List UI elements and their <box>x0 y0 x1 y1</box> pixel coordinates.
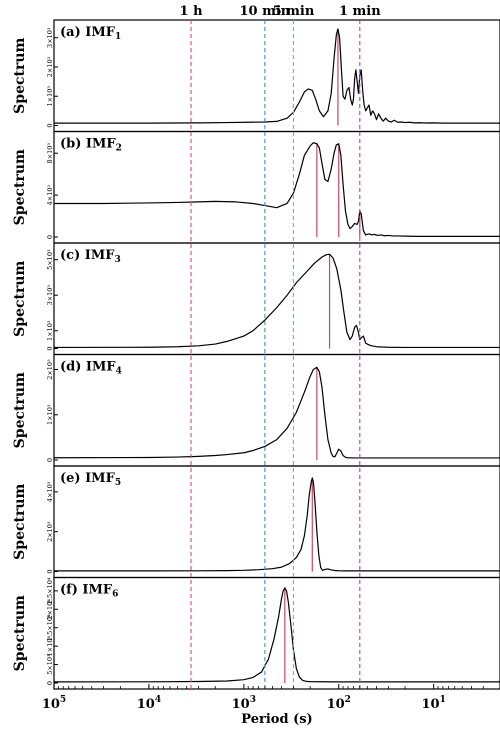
y-tick-label: 2×10³ <box>46 521 54 542</box>
y-axis-label: Spectrum <box>12 149 28 225</box>
panel-title: (f) IMF6 <box>60 583 118 600</box>
panel-frame <box>53 242 500 356</box>
x-tick-label: 101 <box>421 695 445 712</box>
reference-line-label: 10 min <box>240 4 291 19</box>
y-tick-label: 0 <box>46 346 54 350</box>
y-axis-label: Spectrum <box>12 260 28 336</box>
panel-4: (d) IMF4 Spectrum 1×10³ 2×10³ 0 <box>12 353 500 467</box>
reference-line-label: 1 h <box>180 4 204 19</box>
x-axis-label: Period (s) <box>241 712 312 727</box>
panel-5: (e) IMF5 Spectrum 2×10³ 4×10³ 0 <box>12 465 500 579</box>
reference-line-label: 5 min <box>273 4 315 19</box>
panel-frame <box>53 576 500 690</box>
y-tick-label: 0 <box>46 123 54 127</box>
panel-title: (c) IMF3 <box>60 248 121 265</box>
panel-6: (f) IMF6 Spectrum 5×10³1×10⁴1.5×10⁴2×10⁴2.… <box>12 576 500 690</box>
y-tick-label: 0 <box>46 235 54 239</box>
spectrum-line <box>53 253 500 349</box>
y-tick-label: 2×10⁴ <box>46 599 54 620</box>
x-tick-label: 102 <box>327 695 351 712</box>
panel-title: (d) IMF4 <box>60 360 122 377</box>
spectrum-line <box>54 142 500 237</box>
spectrum-line <box>53 587 500 683</box>
y-tick-label: 8×10³ <box>46 143 54 164</box>
y-tick-label: 4×10³ <box>46 184 54 205</box>
y-axis-label: Spectrum <box>12 372 28 448</box>
panel-title: (b) IMF2 <box>60 137 122 154</box>
x-tick-label: 105 <box>42 695 66 712</box>
y-tick-label: 4×10³ <box>46 481 54 502</box>
x-axis: 105 104 103 102 101 <box>42 684 500 712</box>
spectrum-line <box>53 28 500 124</box>
y-tick-label: 5×10³ <box>46 249 54 270</box>
panel-3: (c) IMF3 Spectrum 1×10³ 3×10³ 5×10³ 0 <box>12 242 500 356</box>
y-tick-label: 5×10³ <box>46 654 54 675</box>
spectrum-line <box>54 477 500 572</box>
y-tick-label: 0 <box>46 681 54 685</box>
y-tick-label: 1×10³ <box>46 320 54 341</box>
panel-title: (a) IMF1 <box>60 25 121 42</box>
y-axis-label: Spectrum <box>12 595 28 671</box>
y-axis-label: Spectrum <box>12 37 28 113</box>
y-tick-label: 2×10³ <box>46 359 54 380</box>
y-tick-label: 3×10³ <box>46 285 54 306</box>
panel-2: (b) IMF2 Spectrum 4×10³ 8×10³ 0 <box>12 130 500 244</box>
y-tick-label: 2×10³ <box>46 56 54 77</box>
y-tick-label: 1×10⁴ <box>46 636 54 657</box>
panel-title: (e) IMF5 <box>60 471 121 488</box>
y-tick-label: 1×10³ <box>46 86 54 107</box>
spectrum-line <box>53 366 500 459</box>
reference-line-label: 1 min <box>339 4 381 19</box>
x-tick-label: 103 <box>232 695 256 712</box>
y-tick-label: 0 <box>46 458 54 462</box>
y-tick-label: 2.5×10⁴ <box>46 577 54 604</box>
y-tick-label: 0 <box>46 569 54 573</box>
panel-1: (a) IMF1 Spectrum 1×10³ 2×10³ 3×10³ 0 <box>12 19 500 133</box>
y-axis-label: Spectrum <box>12 483 28 559</box>
y-tick-label: 1.5×10⁴ <box>46 614 54 641</box>
y-tick-label: 1×10³ <box>46 404 54 425</box>
x-tick-label: 104 <box>137 695 161 712</box>
y-tick-label: 3×10³ <box>46 27 54 48</box>
